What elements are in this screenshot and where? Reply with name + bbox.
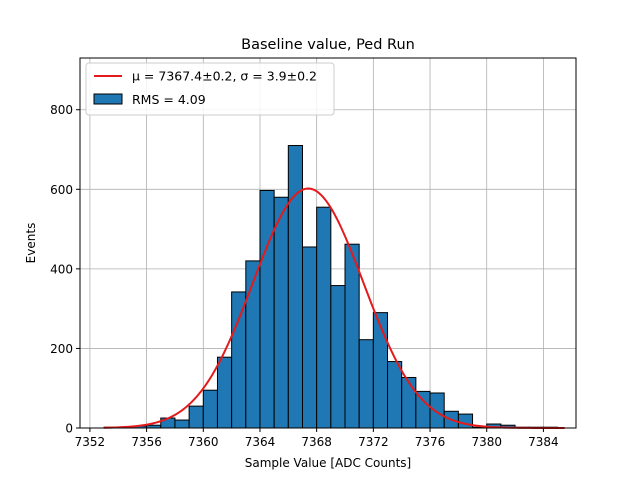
histogram-bar <box>316 206 332 429</box>
histogram-bar <box>202 389 218 429</box>
histogram-bar <box>457 413 474 429</box>
legend-fit-label: μ = 7367.4±0.2, σ = 3.9±0.2 <box>132 69 317 84</box>
x-tick-label: 7376 <box>415 435 446 449</box>
y-tick-label: 600 <box>50 183 73 197</box>
histogram-bar <box>259 189 275 429</box>
histogram-bar <box>372 312 389 429</box>
histogram-bar <box>287 145 303 429</box>
gaussian-fit-line <box>104 187 565 429</box>
histogram-bar <box>301 246 318 429</box>
x-axis-label: Sample Value [ADC Counts] <box>245 456 411 470</box>
histogram-bar <box>429 392 445 429</box>
histogram-bar <box>188 405 204 429</box>
y-tick-label: 200 <box>50 342 73 356</box>
histogram-bar <box>231 291 247 429</box>
x-tick-label: 7360 <box>188 435 219 449</box>
histogram-bar <box>273 196 289 429</box>
legend-box <box>85 62 335 116</box>
y-tick-label: 0 <box>65 422 73 436</box>
histogram-bar <box>216 356 233 429</box>
x-tick-label: 7352 <box>75 435 106 449</box>
x-tick-label: 7372 <box>358 435 389 449</box>
x-tick-label: 7368 <box>301 435 332 449</box>
y-axis-label: Events <box>24 223 38 264</box>
histogram-bar <box>415 390 431 429</box>
legend-hist-swatch <box>93 93 123 105</box>
y-axis-ticks: 0 200 400 600 800 <box>50 103 80 436</box>
histogram-bar <box>174 419 190 429</box>
x-tick-label: 7380 <box>471 435 502 449</box>
histogram-bar <box>330 285 346 429</box>
x-tick-label: 7384 <box>528 435 559 449</box>
x-axis-ticks: 7352 7356 7360 7364 7368 7372 7376 7380 7384 <box>75 428 559 449</box>
y-tick-label: 400 <box>50 262 73 276</box>
histogram-bar <box>245 260 261 429</box>
histogram-bar <box>387 361 403 429</box>
histogram-bar <box>401 376 417 429</box>
chart-title: Baseline value, Ped Run <box>241 37 415 53</box>
legend-hist-label: RMS = 4.09 <box>132 92 206 107</box>
x-tick-label: 7364 <box>245 435 276 449</box>
histogram-bar <box>358 339 374 429</box>
y-tick-label: 800 <box>50 103 73 117</box>
x-tick-label: 7356 <box>131 435 162 449</box>
histogram-bar <box>344 243 360 429</box>
legend: μ = 7367.4±0.2, σ = 3.9±0.2 RMS = 4.09 <box>85 62 335 116</box>
axes-frame <box>79 57 577 429</box>
